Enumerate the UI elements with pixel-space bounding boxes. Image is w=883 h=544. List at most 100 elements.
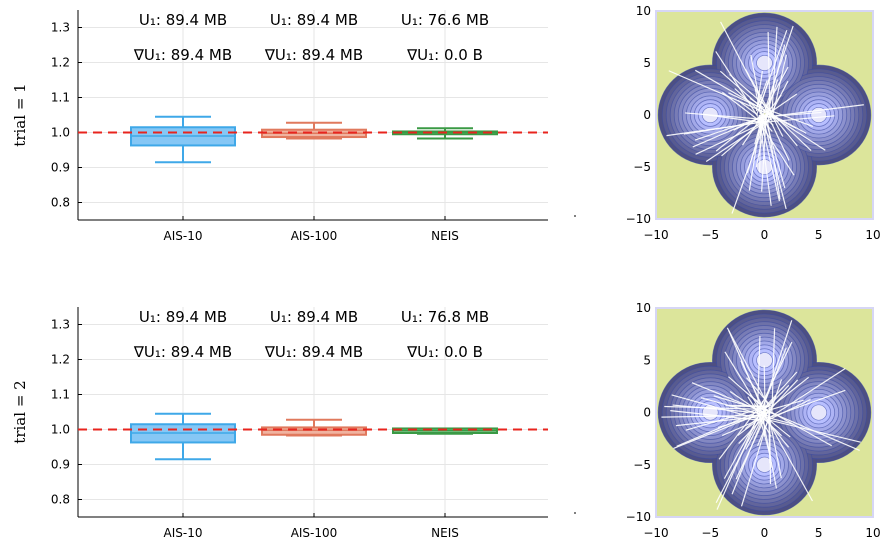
- sample-line: [760, 395, 777, 414]
- sample-line: [675, 415, 761, 427]
- sample-line: [762, 320, 793, 408]
- sample-line: [744, 69, 768, 109]
- sample-line: [767, 379, 799, 413]
- sample-line: [700, 397, 771, 418]
- sample-line: [726, 327, 771, 409]
- x-tick-label: 0: [761, 228, 769, 242]
- x-tick-label: AIS-100: [291, 229, 338, 243]
- sample-line: [767, 384, 790, 408]
- memory-annotation-grad-u1: ∇U₁: 0.0 B: [406, 46, 483, 64]
- sample-line: [770, 112, 812, 151]
- memory-annotation-grad-u1: ∇U₁: 89.4 MB: [264, 46, 363, 64]
- y-tick-label: 1.0: [51, 126, 70, 140]
- sample-line: [668, 70, 766, 114]
- sample-line: [748, 121, 761, 191]
- sample-line: [763, 413, 813, 502]
- sample-line: [762, 411, 766, 437]
- sample-line: [694, 69, 770, 114]
- sample-line: [765, 120, 786, 189]
- memory-annotation-u1: U₁: 76.8 MB: [401, 308, 489, 326]
- y-tick-label: 1.3: [51, 21, 70, 35]
- sample-line: [683, 120, 770, 135]
- y-axis-label: trial = 2: [11, 380, 29, 443]
- x-tick-label: NEIS: [431, 229, 459, 243]
- sample-line: [757, 115, 835, 124]
- sample-line: [767, 389, 846, 419]
- y-tick-label: 0.9: [51, 458, 70, 472]
- x-tick-label: −5: [701, 526, 719, 540]
- x-tick-label: 5: [815, 526, 823, 540]
- y-tick-label: 10: [636, 301, 651, 315]
- x-tick-label: NEIS: [431, 526, 459, 540]
- memory-annotation-grad-u1: ∇U₁: 89.4 MB: [133, 343, 232, 361]
- sample-line: [715, 404, 768, 504]
- box: [261, 426, 367, 436]
- sample-line: [768, 419, 861, 443]
- sample-line: [749, 97, 765, 109]
- sample-line: [731, 107, 771, 214]
- x-tick-label: 0: [761, 526, 769, 540]
- x-tick-label: AIS-10: [164, 229, 203, 243]
- sample-line: [731, 413, 766, 495]
- y-tick-label: 0: [643, 108, 651, 122]
- sample-line: [757, 119, 795, 176]
- x-tick-label: 5: [815, 228, 823, 242]
- contour-panel-trial-2: −10 −5 0 5 10 −10 −5 0 5 10: [626, 301, 881, 540]
- memory-annotation-grad-u1: ∇U₁: 0.0 B: [406, 343, 483, 361]
- y-tick-label: 1.3: [51, 318, 70, 332]
- memory-annotation-u1: U₁: 89.4 MB: [270, 308, 358, 326]
- sample-line: [768, 414, 771, 464]
- y-tick-label: 1.2: [51, 56, 70, 70]
- sample-line: [737, 99, 758, 116]
- sample-line: [771, 54, 787, 119]
- sample-line: [695, 118, 772, 155]
- sample-line: [770, 122, 790, 161]
- y-tick-label: 0.8: [51, 196, 70, 210]
- y-tick-label: 0: [643, 406, 651, 420]
- y-tick-label: −10: [626, 510, 651, 524]
- x-tick-label: −10: [643, 526, 668, 540]
- contour-core: [756, 55, 773, 71]
- sample-line: [721, 116, 768, 157]
- sample-line: [756, 336, 761, 415]
- boxplot-panel-trial-2: 0.8 0.9 1.0 1.1 1.2 1.3 AIS-10 AIS-100 NEIS trial…: [11, 307, 576, 540]
- sample-line: [756, 29, 788, 115]
- sample-line: [767, 418, 791, 438]
- sample-line: [729, 391, 762, 414]
- memory-annotation-grad-u1: ∇U₁: 89.4 MB: [133, 46, 232, 64]
- sample-line: [705, 120, 767, 162]
- contour-frame: [655, 307, 874, 518]
- contour-core: [756, 457, 773, 473]
- memory-annotation-u1: U₁: 76.6 MB: [401, 11, 489, 29]
- contour-panel-trial-1: −10 −5 0 5 10 −10 −5 0 5 10: [626, 4, 881, 242]
- sample-line: [769, 398, 811, 420]
- sample-line: [718, 405, 761, 460]
- sample-lines: [666, 21, 864, 214]
- sample-line: [671, 394, 760, 420]
- sample-line: [766, 371, 798, 406]
- y-tick-label: 1.2: [51, 353, 70, 367]
- sample-line: [728, 330, 768, 421]
- x-tick-label: 10: [865, 228, 880, 242]
- y-tick-label: 10: [636, 4, 651, 18]
- sample-line: [770, 367, 846, 418]
- sample-line: [685, 112, 766, 121]
- sample-line: [767, 32, 771, 121]
- x-tick-label: −10: [643, 228, 668, 242]
- x-tick-label: 10: [865, 526, 880, 540]
- sample-line: [767, 412, 782, 479]
- sample-line: [664, 405, 768, 411]
- boxplot-panel-trial-1: 0.8 0.9 1.0 1.1 1.2 1.3 AIS-10 AIS-100 NEIS trial…: [11, 10, 576, 243]
- sample-line: [738, 410, 770, 444]
- memory-annotation-u1: U₁: 89.4 MB: [139, 308, 227, 326]
- y-tick-label: 1.1: [51, 388, 70, 402]
- y-tick-label: 0.8: [51, 493, 70, 507]
- sample-line: [770, 411, 832, 447]
- sample-line: [676, 409, 762, 447]
- y-tick-label: −5: [633, 458, 651, 472]
- sample-line: [672, 404, 767, 415]
- memory-annotation-grad-u1: ∇U₁: 89.4 MB: [264, 343, 363, 361]
- contour-core: [811, 405, 827, 420]
- y-tick-label: 0.9: [51, 161, 70, 175]
